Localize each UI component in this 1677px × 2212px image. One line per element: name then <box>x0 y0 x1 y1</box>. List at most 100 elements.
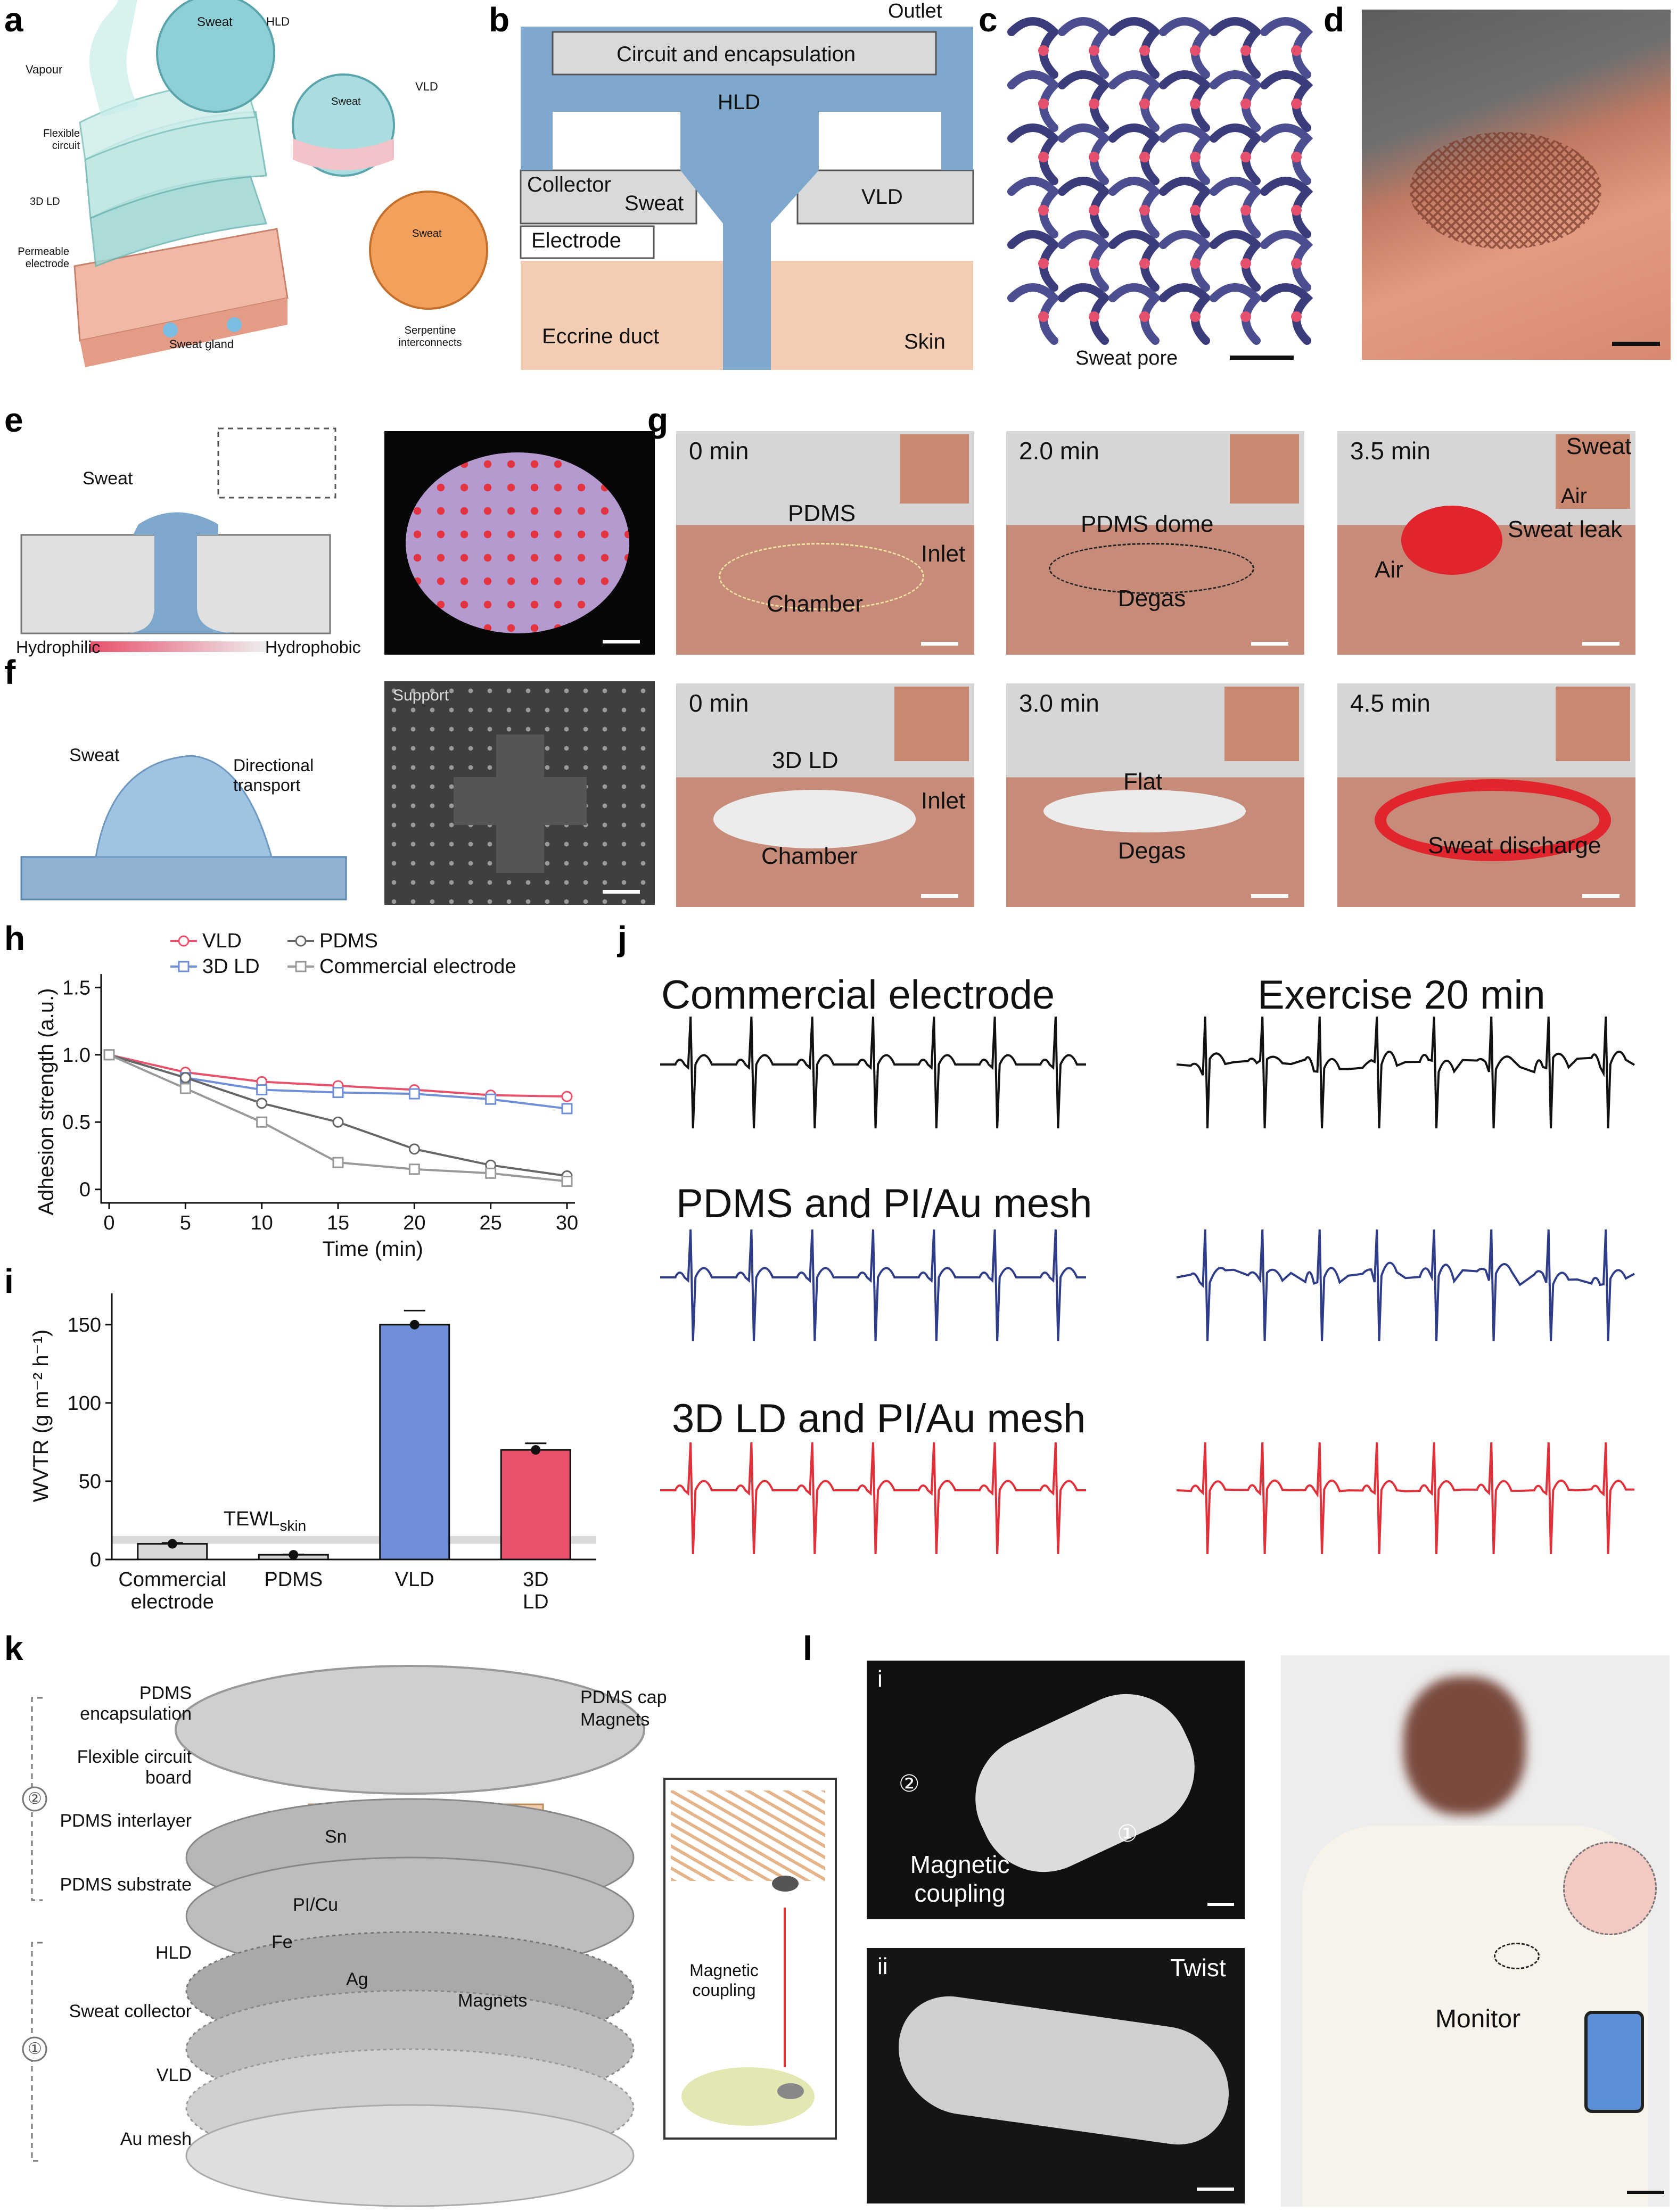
panel-e-schematic: Sweat Hydrophilic Hydrophobic <box>16 420 357 660</box>
k-label-interlayer: PDMS interlayer <box>59 1811 192 1831</box>
l-scale-ii <box>1197 2188 1234 2191</box>
g-frame-r1c2: 2.0 min PDMS dome Degas <box>1006 431 1304 655</box>
k-label-substrate: PDMS substrate <box>59 1875 192 1895</box>
g-time-r1c2: 2.0 min <box>1019 436 1099 465</box>
g-scale-r1c2 <box>1251 642 1288 646</box>
k-inset-circuit <box>671 1790 825 1881</box>
panel-letter-c: c <box>979 0 998 39</box>
i-bar <box>380 1325 449 1559</box>
h-point <box>180 1073 190 1083</box>
f-cross-horizontal <box>454 777 587 825</box>
panel-letter-d: d <box>1323 0 1344 39</box>
g-frame-r2c2: 3.0 min Flat Degas <box>1006 683 1304 907</box>
c-sweat-pore-dot <box>1190 258 1201 269</box>
g-label-3dld: 3D LD <box>772 747 838 774</box>
l-coupling-label: Magnetic coupling <box>893 1850 1026 1908</box>
k-label-collector: Sweat collector <box>37 2001 192 2022</box>
g-time-r2c2: 3.0 min <box>1019 689 1099 717</box>
k-label-au-mesh: Au mesh <box>59 2129 192 2150</box>
g-label-air-top: Air <box>1561 484 1587 508</box>
g-label-chamber-r2: Chamber <box>761 843 858 870</box>
k-label-magnets-top: Magnets <box>580 1710 650 1730</box>
b-circuit-label: Circuit and encapsulation <box>616 43 856 67</box>
i-data-point <box>531 1445 540 1455</box>
h-point <box>257 1099 267 1108</box>
l-num-2: ② <box>899 1770 919 1797</box>
g-label-degas-r1: Degas <box>1118 585 1186 612</box>
i-bar <box>501 1450 570 1559</box>
c-sweat-pore-dot <box>1190 45 1201 56</box>
c-sweat-pore-dot <box>1089 152 1099 162</box>
j-title-commercial: Commercial electrode <box>661 972 1055 1018</box>
a-sweat-mid-label: Sweat <box>331 96 361 108</box>
h-point <box>180 1084 190 1093</box>
h-point <box>409 1144 419 1154</box>
c-sweat-pore-dot <box>1038 152 1049 162</box>
i-data-point <box>410 1320 420 1330</box>
l-label-ii: ii <box>877 1953 888 1980</box>
a-3dld-label: 3D LD <box>30 196 60 208</box>
k-inset-coupling-arrow <box>784 1908 786 2067</box>
k-label-fcb: Flexible circuit board <box>59 1747 192 1788</box>
h-point <box>486 1168 496 1178</box>
l-device-ii <box>899 1988 1229 2152</box>
c-sweat-pore-dot <box>1038 98 1049 109</box>
g-inset-r2c1 <box>894 687 969 761</box>
j-ecg-rest-trace <box>660 1017 1086 1128</box>
g-time-r1c3: 3.5 min <box>1350 436 1431 465</box>
f-support-label: Support <box>393 687 449 705</box>
c-sweat-pore-dot <box>1089 311 1099 322</box>
a-vld-label: VLD <box>415 80 438 94</box>
e-sem-photo <box>384 431 655 655</box>
i-category-label: VLD <box>395 1569 434 1591</box>
k-magnet-inset: Magnetic coupling <box>663 1778 837 2140</box>
c-scale-bar <box>1230 356 1294 360</box>
g-frame-r1c1: 0 min PDMS Inlet Chamber <box>676 431 974 655</box>
h-point <box>409 1165 419 1174</box>
i-ytick-label: 150 <box>68 1314 101 1336</box>
h-legend-label: VLD <box>202 930 242 952</box>
c-sweat-pore-dot <box>1038 205 1049 216</box>
k-label-fe: Fe <box>272 1932 293 1953</box>
h-legend-marker <box>296 962 306 971</box>
e-scale-bar <box>603 640 640 643</box>
h-legend-label: 3D LD <box>202 955 260 978</box>
c-sweat-pore-dot <box>1089 98 1099 109</box>
g-label-air: Air <box>1375 557 1403 583</box>
panel-letter-b: b <box>489 0 509 39</box>
l-scale-person <box>1627 2191 1664 2194</box>
a-serpentine-label: Serpentine interconnects <box>388 325 473 349</box>
c-sweat-pore-dot <box>1089 45 1099 56</box>
c-sweat-pore-dot <box>1139 205 1150 216</box>
l-photo-i: i ② ① Magnetic coupling <box>867 1661 1245 1919</box>
g-inset-r2c2 <box>1224 687 1299 761</box>
g-time-r2c3: 4.5 min <box>1350 689 1431 717</box>
h-xtick-label: 10 <box>251 1212 273 1234</box>
h-xtick-label: 0 <box>103 1212 114 1234</box>
g-frame-r2c1: 0 min 3D LD Inlet Chamber <box>676 683 974 907</box>
a-sweat-low-label: Sweat <box>412 228 442 240</box>
c-sweat-pore-dot <box>1089 205 1099 216</box>
c-sweat-pore-dot <box>1291 45 1302 56</box>
h-ytick-label: 0 <box>79 1179 91 1201</box>
panel-a-drawing <box>0 0 484 367</box>
g-label-sweat-discharge: Sweat discharge <box>1428 832 1601 859</box>
g-3dld-disc-r2c2 <box>1043 790 1246 832</box>
a-hld-label: HLD <box>266 15 290 29</box>
h-legend-label: PDMS <box>319 930 378 952</box>
f-sweat-label: Sweat <box>69 745 120 766</box>
c-sweat-pore-dot <box>1139 45 1150 56</box>
g-label-flat: Flat <box>1123 769 1162 795</box>
i-ytick-label: 50 <box>79 1471 101 1493</box>
g-scale-r2c2 <box>1251 894 1288 898</box>
a-vapour-label: Vapour <box>26 63 62 77</box>
h-xtick-label: 15 <box>327 1212 349 1234</box>
e-hydrophobic-label: Hydrophobic <box>265 638 361 657</box>
g-inset-r1c2 <box>1230 434 1299 504</box>
c-sweat-pore-dot <box>1240 45 1251 56</box>
c-sweat-pore-dot <box>1240 98 1251 109</box>
f-drawing <box>16 687 357 910</box>
g-sweat-leak-drop <box>1401 506 1502 575</box>
g-scale-r2c3 <box>1582 894 1620 898</box>
h-xtick-label: 20 <box>403 1212 425 1234</box>
